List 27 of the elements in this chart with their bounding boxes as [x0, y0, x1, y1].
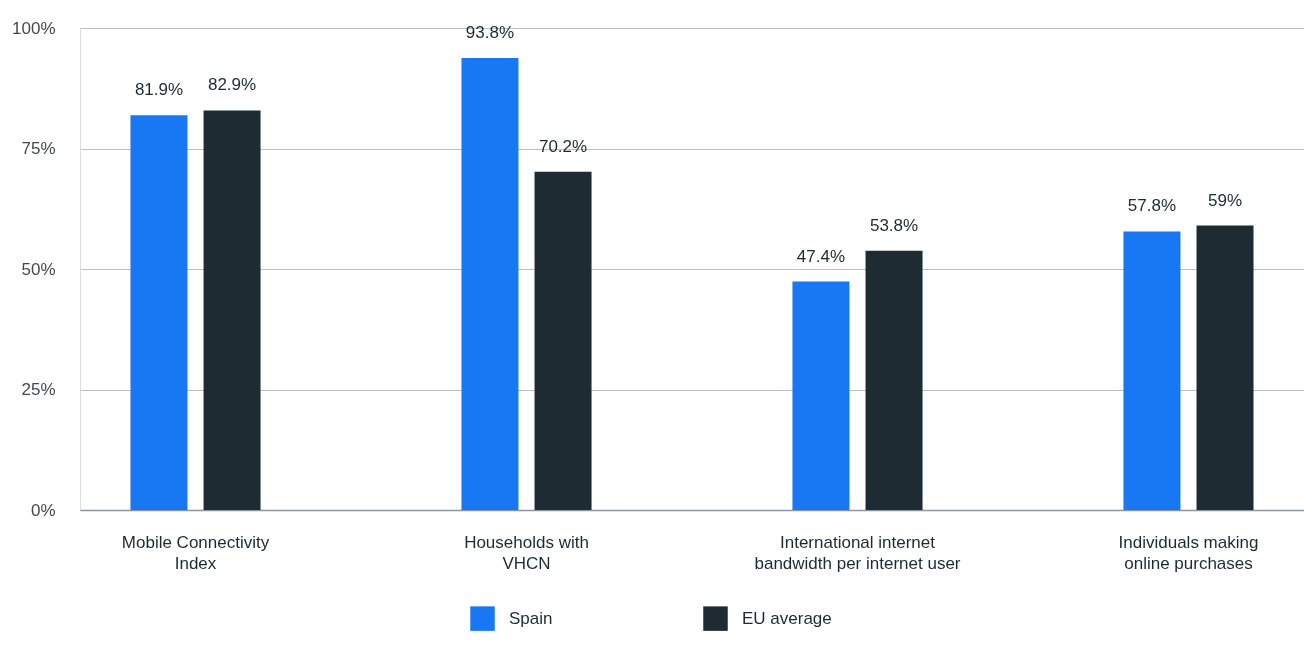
bar: [534, 171, 592, 510]
x-tick-label: Households with VHCN: [464, 532, 589, 573]
bar: [461, 57, 519, 510]
data-label: 81.9%: [134, 80, 184, 100]
data-label: 57.8%: [1127, 196, 1177, 216]
y-tick-label: 75%: [21, 139, 56, 158]
bar: [1196, 225, 1254, 510]
x-tick-label: Mobile Connectivity Index: [121, 532, 270, 573]
data-label: 53.8%: [869, 215, 919, 235]
bar: [865, 250, 923, 510]
x-tick-label: Individuals making online purchases: [1118, 532, 1259, 573]
y-tick-label: 100%: [12, 18, 56, 38]
bar: [792, 281, 850, 510]
bar: [1123, 231, 1181, 510]
x-tick-label: International internet bandwidth per internet user: [754, 532, 961, 573]
data-label: 93.8%: [465, 22, 515, 42]
y-tick-label: 50%: [21, 259, 56, 279]
y-tick-label: 0%: [30, 500, 56, 520]
y-tick-label: 25%: [21, 380, 56, 399]
data-label: 47.4%: [796, 246, 846, 266]
data-label: 82.9%: [207, 75, 257, 95]
legend-label: Spain: [509, 608, 553, 628]
legend-label: EU average: [742, 608, 832, 628]
data-label: 70.2%: [538, 136, 588, 156]
bar: [203, 110, 261, 510]
bar: [130, 115, 188, 510]
data-label: 59%: [1208, 190, 1243, 210]
